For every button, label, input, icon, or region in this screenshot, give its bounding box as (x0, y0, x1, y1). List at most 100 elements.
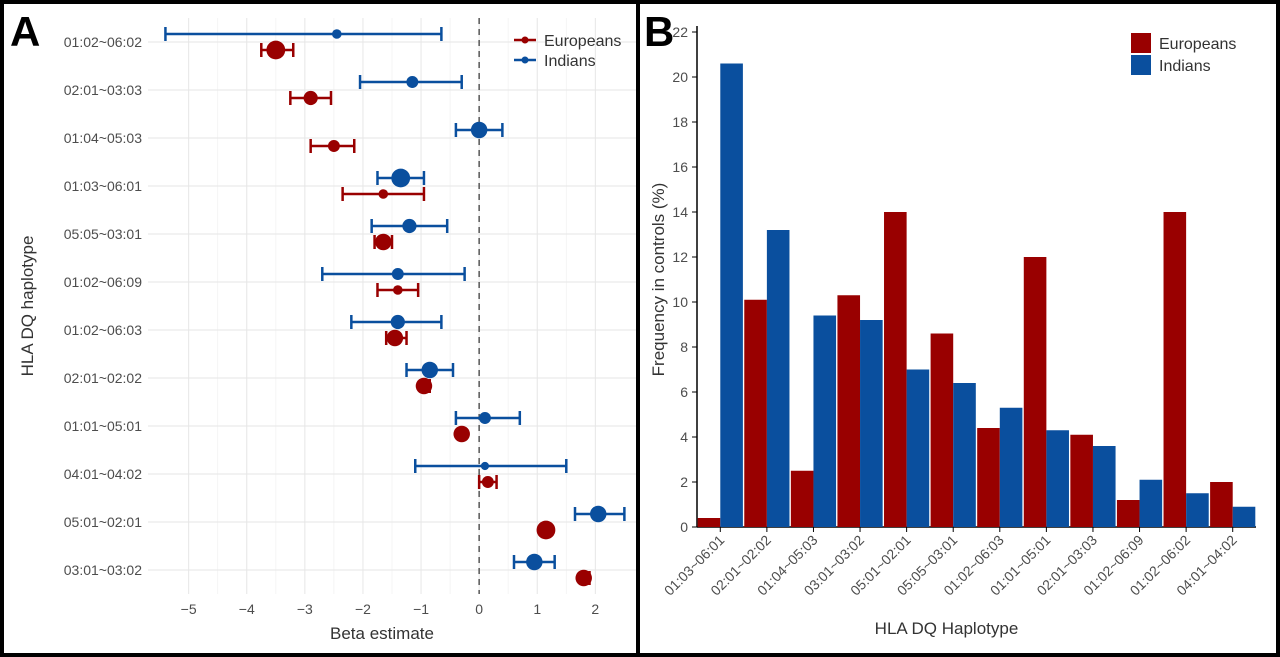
panel-label-a: A (10, 8, 40, 55)
x-tick-label: −3 (297, 601, 313, 617)
y-tick-label: 01:04~05:03 (64, 130, 142, 146)
bar-europeans (1070, 434, 1093, 527)
x-axis-title: HLA DQ Haplotype (875, 619, 1019, 638)
x-tick-label: −1 (413, 601, 429, 617)
x-tick-label: −4 (239, 601, 255, 617)
point-estimate (266, 40, 286, 60)
bar-europeans (837, 295, 861, 527)
y-tick-label: 2 (680, 474, 688, 490)
y-tick-label: 4 (680, 429, 688, 445)
bar-indians (720, 63, 743, 527)
point-estimate (479, 412, 491, 424)
point-estimate (481, 476, 494, 488)
bar-indians (906, 369, 930, 527)
legend-key-point (521, 36, 529, 44)
bar-indians (1046, 430, 1069, 527)
y-tick-label: 01:03~06:01 (64, 178, 142, 194)
bar-europeans (1163, 212, 1187, 527)
x-tick-label: −5 (181, 601, 197, 617)
point-estimate (406, 76, 419, 88)
panel-label-b: B (644, 8, 674, 55)
series-europeans (260, 40, 592, 587)
y-tick-label: 10 (672, 294, 688, 310)
bar-indians (1139, 479, 1163, 527)
bar-europeans (930, 333, 954, 527)
x-tick-label: 1 (533, 601, 541, 617)
point-estimate (327, 140, 340, 152)
y-tick-label: 01:02~06:09 (64, 274, 142, 290)
legend-label: Indians (544, 53, 596, 70)
legend-key-point (521, 56, 529, 64)
point-estimate (303, 90, 318, 106)
point-estimate (402, 218, 417, 234)
point-estimate (421, 361, 439, 379)
legend-key-swatch (1131, 55, 1151, 75)
point-estimate (453, 425, 470, 443)
legend-label: Europeans (544, 33, 621, 50)
bar-europeans (884, 212, 907, 527)
point-estimate (393, 285, 403, 295)
x-axis-title: Beta estimate (330, 624, 434, 643)
bar-europeans (1116, 500, 1140, 527)
y-tick-label: 14 (672, 204, 688, 220)
point-estimate (391, 268, 404, 280)
forest-plot-panel: −5 −4 −3 −2 −1 0 1 2 01:02~06:02 02:01~03:03 01:04… (10, 8, 636, 643)
bar-europeans (744, 299, 767, 527)
point-estimate (386, 329, 404, 347)
x-tick-label: −2 (355, 601, 371, 617)
point-estimate (378, 189, 389, 199)
point-estimate (390, 314, 405, 330)
bar-indians (1092, 446, 1116, 527)
y-tick-label: 6 (680, 384, 688, 400)
bar-europeans (977, 428, 1000, 527)
point-estimate (375, 233, 392, 251)
bar-europeans (1023, 257, 1047, 527)
bar-indians (860, 320, 883, 527)
y-tick-label: 04:01~04:02 (64, 466, 142, 482)
x-tick-label: 0 (475, 601, 483, 617)
point-estimate (575, 569, 592, 587)
y-tick-label: 05:01~02:01 (64, 514, 142, 530)
legend-key-swatch (1131, 33, 1151, 53)
bar-europeans (1210, 482, 1233, 527)
y-tick-label: 12 (672, 249, 688, 265)
bar-indians (766, 230, 790, 527)
x-tick-label: 2 (591, 601, 599, 617)
point-estimate (536, 520, 556, 540)
bar-indians (1186, 493, 1209, 527)
point-estimate (480, 461, 490, 471)
panel-divider (636, 0, 640, 657)
y-tick-label: 22 (672, 24, 688, 40)
point-estimate (391, 168, 411, 188)
bar-indians (813, 315, 837, 527)
legend-label: Indians (1159, 58, 1211, 75)
bar-indians (953, 383, 976, 527)
legend-label: Europeans (1159, 36, 1236, 53)
point-estimate (415, 377, 433, 395)
y-tick-label: 01:02~06:02 (64, 34, 142, 50)
point-estimate (470, 121, 488, 139)
y-tick-label: 02:01~03:03 (64, 82, 142, 98)
y-axis-title: Frequency in controls (%) (649, 183, 668, 377)
y-tick-label: 01:01~05:01 (64, 418, 142, 434)
y-tick-label: 16 (672, 159, 688, 175)
bar-indians (1232, 506, 1256, 527)
y-tick-label: 20 (672, 69, 688, 85)
point-estimate (589, 505, 607, 523)
bar-indians (999, 407, 1023, 527)
y-tick-label: 8 (680, 339, 688, 355)
series-indians (164, 27, 626, 571)
bar-europeans (790, 470, 814, 527)
y-tick-label: 01:02~06:03 (64, 322, 142, 338)
y-tick-label: 18 (672, 114, 688, 130)
bar-europeans (697, 518, 721, 527)
y-tick-label: 0 (680, 519, 688, 535)
point-estimate (526, 553, 543, 571)
y-tick-label: 05:05~03:01 (64, 226, 142, 242)
y-tick-label: 03:01~03:02 (64, 562, 142, 578)
y-axis-title: HLA DQ haplotype (18, 236, 37, 377)
y-tick-label: 02:01~02:02 (64, 370, 142, 386)
